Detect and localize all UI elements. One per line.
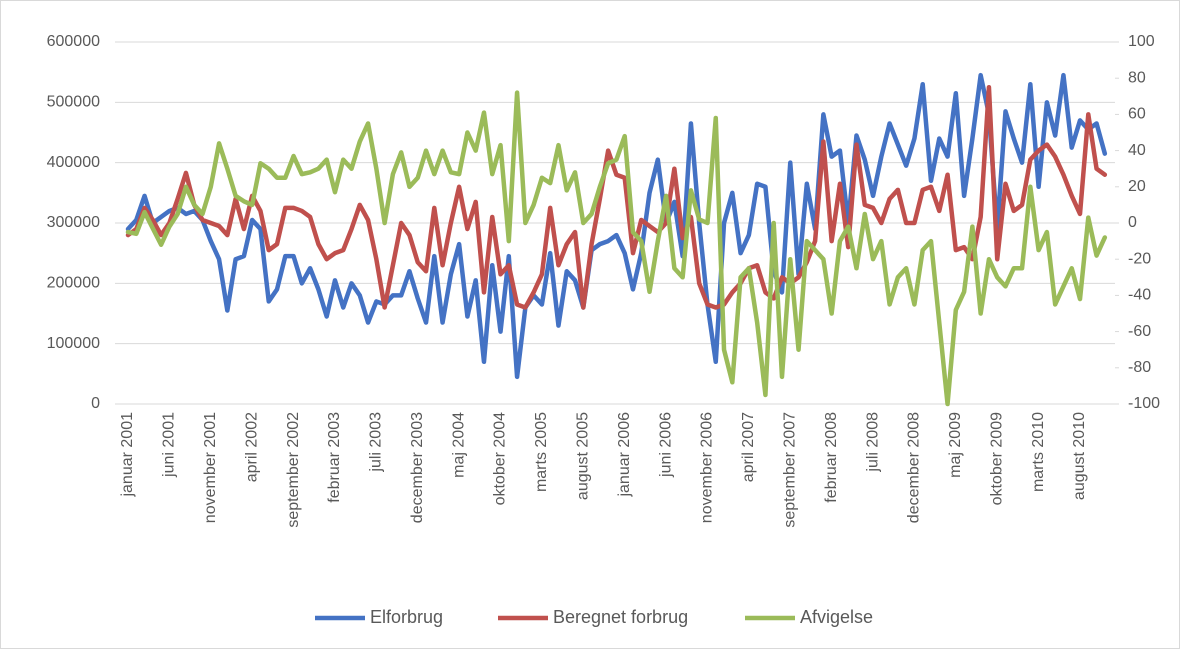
x-tick-label: maj 2009 bbox=[947, 412, 964, 478]
series-line bbox=[125, 90, 1108, 407]
y2-tick-label: 40 bbox=[1128, 142, 1146, 159]
x-tick-label: marts 2010 bbox=[1030, 412, 1047, 492]
x-tick-label: februar 2003 bbox=[326, 412, 343, 503]
y-tick-label: 600000 bbox=[47, 33, 100, 50]
x-tick-label: december 2008 bbox=[906, 412, 923, 523]
x-tick-label: november 2001 bbox=[202, 412, 219, 523]
x-tick-label: september 2002 bbox=[285, 412, 302, 528]
legend-label: Afvigelse bbox=[800, 607, 873, 627]
x-tick-label: juli 2008 bbox=[864, 412, 881, 473]
legend-label: Beregnet forbrug bbox=[553, 607, 688, 627]
y2-tick-label: -80 bbox=[1128, 359, 1151, 376]
x-tick-label: november 2006 bbox=[699, 412, 716, 523]
x-tick-label: august 2010 bbox=[1071, 412, 1088, 500]
y-tick-label: 300000 bbox=[47, 214, 100, 231]
y2-tick-label: -60 bbox=[1128, 323, 1151, 340]
y-tick-label: 100000 bbox=[47, 335, 100, 352]
x-tick-label: januar 2001 bbox=[119, 412, 136, 498]
x-tick-label: juni 2006 bbox=[657, 412, 674, 478]
y-tick-label: 0 bbox=[91, 395, 100, 412]
series-line bbox=[125, 72, 1108, 380]
y-tick-label: 500000 bbox=[47, 94, 100, 111]
x-tick-label: oktober 2009 bbox=[988, 412, 1005, 506]
y2-tick-label: 80 bbox=[1128, 69, 1146, 86]
y-tick-label: 200000 bbox=[47, 275, 100, 292]
x-tick-label: marts 2005 bbox=[533, 412, 550, 492]
x-tick-label: april 2002 bbox=[243, 412, 260, 482]
y2-tick-label: 60 bbox=[1128, 106, 1146, 123]
x-tick-label: oktober 2004 bbox=[492, 412, 509, 506]
x-tick-label: december 2003 bbox=[409, 412, 426, 523]
x-tick-label: august 2005 bbox=[575, 412, 592, 500]
y2-tick-label: -40 bbox=[1128, 287, 1151, 304]
x-tick-label: maj 2004 bbox=[450, 412, 467, 478]
x-tick-label: juli 2003 bbox=[368, 412, 385, 473]
x-tick-label: februar 2008 bbox=[823, 412, 840, 503]
y2-tick-label: 0 bbox=[1128, 214, 1137, 231]
legend-label: Elforbrug bbox=[370, 607, 443, 627]
y2-tick-label: -100 bbox=[1128, 395, 1160, 412]
y2-tick-label: 100 bbox=[1128, 33, 1155, 50]
x-tick-label: september 2007 bbox=[781, 412, 798, 528]
y2-tick-label: -20 bbox=[1128, 250, 1151, 267]
x-tick-label: januar 2006 bbox=[616, 412, 633, 498]
y-tick-label: 400000 bbox=[47, 154, 100, 171]
series-line bbox=[125, 85, 1108, 310]
x-tick-label: juni 2001 bbox=[161, 412, 178, 478]
y2-tick-label: 20 bbox=[1128, 178, 1146, 195]
x-tick-label: april 2007 bbox=[740, 412, 757, 482]
